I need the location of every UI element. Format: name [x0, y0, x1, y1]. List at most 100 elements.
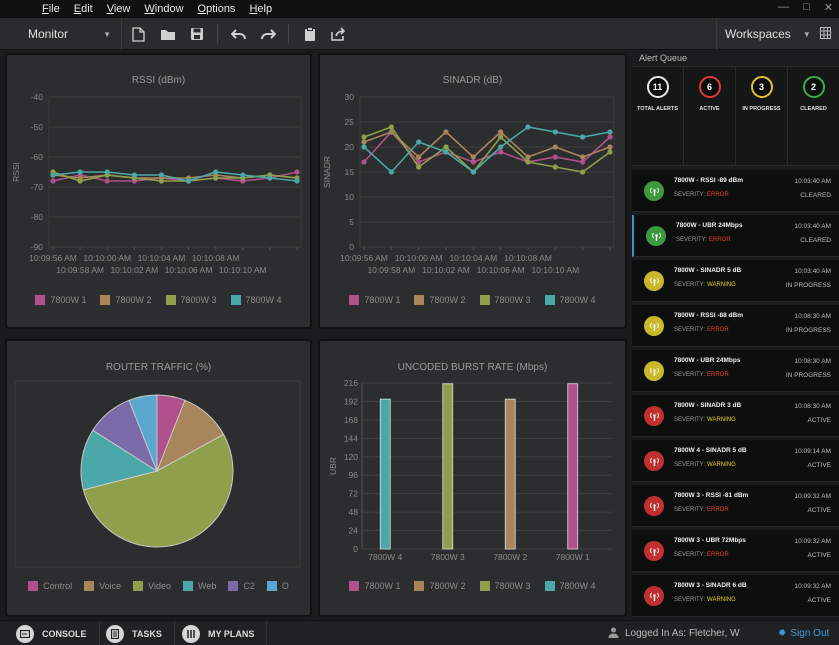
export-icon[interactable] [330, 26, 347, 43]
data-point [607, 134, 613, 140]
alert-severity: SEVERITY: ERROR [676, 237, 731, 243]
sinadr-chart: 30 25 20 15 10 5 0 SINADR 10:09:56 AM 10:10:00 AM… [322, 92, 615, 275]
legend-item: Web [183, 581, 216, 591]
y-tick-label: -60 [31, 152, 44, 162]
alert-row[interactable]: 7800W - UBR 24Mbps SEVERITY: ERROR 10:03:40… [632, 215, 839, 257]
mode-select[interactable]: Monitor ▼ [0, 18, 122, 50]
legend-item: 7800W 2 [100, 295, 152, 305]
sign-out-button[interactable]: ✹ Sign Out [778, 621, 829, 645]
alert-time: 10:08:30 AM [794, 313, 832, 320]
data-point [50, 178, 56, 184]
grid-layout-icon[interactable] [820, 27, 831, 42]
bar [504, 398, 516, 550]
alert-row[interactable]: 7800W - RSSI -88 dBm SEVERITY: ERROR 10:08:… [632, 305, 839, 347]
menu-help[interactable]: Help [249, 3, 273, 15]
alert-time: 10:09:32 AM [794, 493, 832, 500]
menu-edit[interactable]: Edit [73, 3, 93, 15]
data-point [552, 164, 558, 170]
data-point [131, 172, 137, 178]
radio-tower-icon [644, 361, 664, 381]
close-icon[interactable]: ✕ [823, 2, 833, 14]
alert-row[interactable]: 7800W - SINADR 5 dB SEVERITY: WARNING 10:03… [632, 260, 839, 302]
redo-icon[interactable] [259, 26, 276, 43]
data-point [525, 159, 531, 165]
ubr-chart: 216 192 168 144 120 96 72 48 24 0 UBR 7800W 4 7800W … [328, 378, 612, 562]
radio-tower-icon [644, 271, 664, 291]
x-tick-label: 7800W 4 [368, 552, 402, 562]
alert-row[interactable]: 7800W 4 - SINADR 5 dB SEVERITY: WARNING 10:… [632, 440, 839, 482]
console-button[interactable]: CONSOLE [4, 621, 100, 645]
legend-label: Voice [99, 581, 122, 591]
severity-label: SEVERITY: [674, 462, 706, 468]
legend-swatch [165, 295, 176, 305]
legend-label: 7800W 1 [50, 295, 87, 305]
severity-value: ERROR [707, 327, 729, 333]
tasks-button[interactable]: TASKS [94, 621, 175, 645]
toolbar-divider [217, 24, 218, 44]
data-point [552, 154, 558, 160]
legend-swatch [84, 581, 95, 591]
legend-item: 7800W 4 [544, 295, 596, 305]
chevron-down-icon: ▼ [103, 29, 111, 39]
data-point [525, 124, 531, 130]
legend-label: 7800W 3 [494, 295, 531, 305]
y-tick-label: 216 [344, 378, 358, 388]
y-tick-label: 0 [353, 544, 358, 554]
alert-row[interactable]: 7800W 3 - UBR 72Mbps SEVERITY: ERROR 10:09:… [632, 530, 839, 572]
data-point [213, 175, 219, 181]
alert-status: CLEARED [800, 237, 831, 244]
menu-view[interactable]: View [106, 3, 131, 15]
alert-row[interactable]: 7800W 3 - RSSI -81 dBm SEVERITY: ERROR 10:0… [632, 485, 839, 527]
maximize-icon[interactable]: □ [803, 1, 810, 13]
data-point [50, 172, 56, 178]
data-point [525, 154, 531, 160]
severity-label: SEVERITY: [674, 327, 706, 333]
data-point [443, 149, 449, 155]
my-plans-button[interactable]: MY PLANS [170, 621, 268, 645]
summary-count: 6 [698, 76, 721, 98]
alert-time: 10:08:30 AM [794, 403, 832, 410]
menu-options[interactable]: Options [197, 3, 236, 15]
summary-total-alerts[interactable]: 11 TOTAL ALERTS [632, 67, 684, 165]
alert-row[interactable]: 7800W - RSSI -89 dBm SEVERITY: ERROR 10:03:… [632, 170, 839, 212]
data-point [77, 178, 83, 184]
new-file-icon[interactable] [130, 26, 147, 43]
toolbar: Monitor ▼ Workspaces ▼ [0, 18, 839, 50]
severity-label: SEVERITY: [676, 237, 708, 243]
open-folder-icon[interactable] [159, 26, 176, 43]
legend-swatch [544, 581, 555, 591]
data-point [240, 172, 246, 178]
summary-in-progress[interactable]: 3 IN PROGRESS [736, 67, 788, 165]
alert-title: 7800W 4 - SINADR 5 dB [674, 447, 747, 454]
rssi-legend: 7800W 1 7800W 2 7800W 3 7800W 4 [7, 295, 310, 305]
alert-status: IN PROGRESS [785, 327, 831, 334]
minimize-icon[interactable]: — [778, 1, 790, 13]
menu-file[interactable]: File [42, 3, 60, 15]
data-point [388, 129, 394, 135]
alert-status: ACTIVE [807, 597, 831, 604]
undo-icon[interactable] [230, 26, 247, 43]
clipboard-icon[interactable] [301, 26, 318, 43]
summary-label: ACTIVE [699, 106, 720, 112]
legend-swatch [266, 581, 277, 591]
legend-swatch [479, 581, 490, 591]
alert-queue-panel: Alert Queue 11 TOTAL ALERTS 6 ACTIVE 3 I… [632, 50, 839, 645]
alert-severity: SEVERITY: ERROR [674, 552, 729, 558]
alert-time: 10:09:32 AM [794, 583, 832, 590]
workspaces-select-value: Workspaces [725, 27, 791, 41]
summary-active[interactable]: 6 ACTIVE [684, 67, 736, 165]
alert-title: 7800W - RSSI -89 dBm [674, 177, 743, 184]
tasks-label: TASKS [132, 628, 162, 639]
traffic-chart-title: ROUTER TRAFFIC (%) [105, 362, 212, 373]
summary-cleared[interactable]: 2 CLEARED [788, 67, 839, 165]
save-icon[interactable] [188, 26, 205, 43]
alert-row[interactable]: 7800W - UBR 24Mbps SEVERITY: ERROR 10:08:30… [632, 350, 839, 392]
workspaces-select[interactable]: Workspaces ▼ [716, 18, 839, 50]
legend-label: 7800W 2 [115, 295, 152, 305]
alert-row[interactable]: 7800W - SINADR 3 dB SEVERITY: WARNING 10:08… [632, 395, 839, 437]
window-controls: — □ ✕ [778, 1, 833, 14]
menu-window[interactable]: Window [144, 3, 184, 15]
x-tick-label: 10:10:06 AM [165, 265, 213, 275]
data-point [580, 154, 586, 160]
alert-row[interactable]: 7800W 3 - SINADR 6 dB SEVERITY: WARNING 10:… [632, 575, 839, 617]
